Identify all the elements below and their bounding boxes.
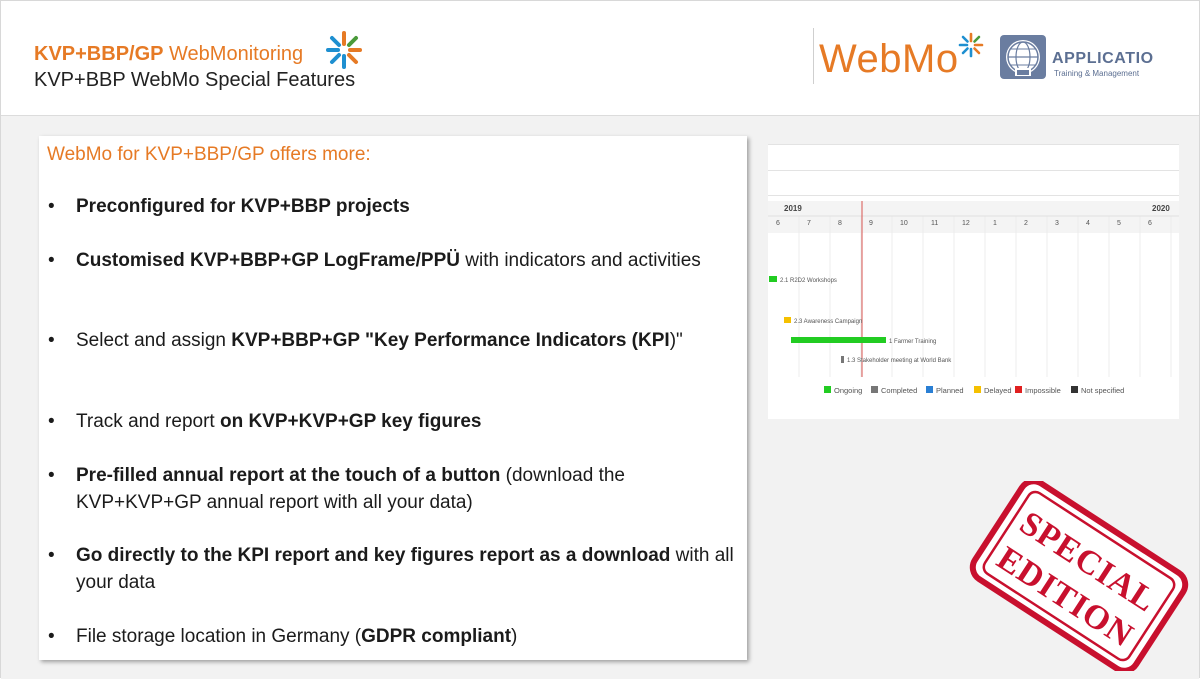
bullet-text: File storage location in Germany ( [76, 626, 362, 647]
gantt-month-label: 1 [993, 220, 997, 227]
bullet-bold: GDPR compliant [361, 626, 512, 647]
bullet-bold: Go directly to the KPI report and key fi… [76, 545, 671, 566]
title-bold: KVP+BBP/GP [34, 43, 164, 65]
features-heading: WebMo for KVP+BBP/GP offers more: [47, 144, 371, 165]
legend-swatch [1071, 386, 1078, 393]
special-edition-stamp: SPECIAL EDITION [969, 481, 1189, 671]
bullet-bold: KVP+BBP+GP "Key Performance Indicators (… [231, 330, 670, 351]
legend-swatch [926, 386, 933, 393]
webmo-logo: WebMo [819, 37, 959, 81]
gantt-month-label: 3 [1055, 220, 1059, 227]
legend-swatch [1015, 386, 1022, 393]
gantt-year-label: 2019 [784, 204, 802, 213]
legend-label: Planned [936, 386, 964, 395]
legend-swatch [974, 386, 981, 393]
legend-swatch [871, 386, 878, 393]
title-rest: WebMonitoring [163, 43, 304, 65]
bullet-bold: Pre-filled annual report at the touch of… [76, 465, 501, 486]
gantt-task-bar [784, 317, 791, 323]
bullet-text: )" [669, 330, 683, 351]
legend-label: Ongoing [834, 386, 862, 395]
bullet-text: with indicators and activities [459, 250, 701, 271]
legend-label: Not specified [1081, 386, 1124, 395]
gantt-grid [768, 215, 1179, 377]
feature-bullet: Pre-filled annual report at the touch of… [48, 462, 736, 516]
slide-subtitle: KVP+BBP WebMo Special Features [34, 69, 356, 91]
gantt-chart-screenshot: 2019 2020 67891011121234567 2.1 R2D2 Wor… [768, 144, 1183, 419]
legend-label: Impossible [1025, 386, 1061, 395]
gantt-task-label: 2.3 Awareness Campaign [794, 319, 862, 325]
features-textbox: WebMo for KVP+BBP/GP offers more: Precon… [39, 136, 747, 660]
gantt-month-label: 12 [962, 220, 970, 227]
gantt-month-label: 2 [1024, 220, 1028, 227]
bullet-bold: on KVP+KVP+GP key figures [219, 411, 482, 432]
bullet-text: with all your data [76, 545, 734, 593]
gantt-month-label: 6 [1148, 220, 1152, 227]
bullet-text: ) [511, 626, 518, 647]
legend-label: Delayed [984, 386, 1012, 395]
gantt-month-label: 7 [807, 220, 811, 227]
feature-bullet: Preconfigured for KVP+BBP projects [48, 193, 736, 220]
slide-title: KVP+BBP/GP WebMonitoring [34, 43, 303, 66]
bullet-text: Select and assign [76, 330, 232, 351]
gantt-task-label: 1.3 Stakeholder meeting at World Bank [847, 358, 952, 364]
gantt-month-label: 10 [900, 220, 908, 227]
applicatio-tagline: Training & Management [1054, 69, 1140, 78]
gantt-task-label: 2.1 R2D2 Workshops [780, 278, 837, 284]
gantt-month-label: 6 [776, 220, 780, 227]
slide-header: KVP+BBP/GP WebMonitoring KVP+BBP WebMo S… [1, 1, 1199, 115]
gantt-month-label: 5 [1117, 220, 1121, 227]
gantt-task-label: 1 Farmer Training [889, 339, 936, 345]
gantt-month-label: 8 [838, 220, 842, 227]
gantt-timeline-header [768, 201, 1179, 233]
gantt-month-label: 9 [869, 220, 873, 227]
legend-label: Completed [881, 386, 917, 395]
bullet-bold: Customised KVP+BBP+GP LogFrame/PPÜ [76, 250, 460, 271]
webmo-logo-star-icon [958, 32, 984, 58]
gantt-month-label: 4 [1086, 220, 1090, 227]
gantt-task-bar [841, 356, 844, 363]
feature-bullet: Track and report on KVP+KVP+GP key figur… [48, 408, 736, 435]
feature-bullet: Select and assign KVP+BBP+GP "Key Perfor… [48, 327, 736, 354]
feature-bullet: Customised KVP+BBP+GP LogFrame/PPÜ with … [48, 247, 736, 274]
feature-bullet: Go directly to the KPI report and key fi… [48, 542, 736, 596]
bullet-text: (download the KVP+KVP+GP annual report w… [76, 465, 625, 513]
applicatio-name: APPLICATIO [1052, 50, 1154, 67]
gantt-year-label: 2020 [1152, 204, 1170, 213]
feature-bullet: File storage location in Germany (GDPR c… [48, 623, 736, 650]
applicatio-globe-icon [1000, 35, 1046, 79]
bullet-text: Track and report [76, 411, 220, 432]
gantt-task-bar [791, 337, 886, 343]
legend-swatch [824, 386, 831, 393]
gantt-svg: 2019 2020 67891011121234567 2.1 R2D2 Wor… [768, 144, 1183, 395]
gantt-month-label: 11 [931, 220, 938, 227]
gantt-task-bar [769, 276, 777, 282]
gantt-legend: Ongoing Completed Planned Delayed Impossible… [824, 386, 1124, 395]
logo-divider [813, 28, 814, 84]
bullet-bold: Preconfigured for KVP+BBP projects [76, 196, 410, 217]
webmo-star-icon [326, 31, 362, 69]
